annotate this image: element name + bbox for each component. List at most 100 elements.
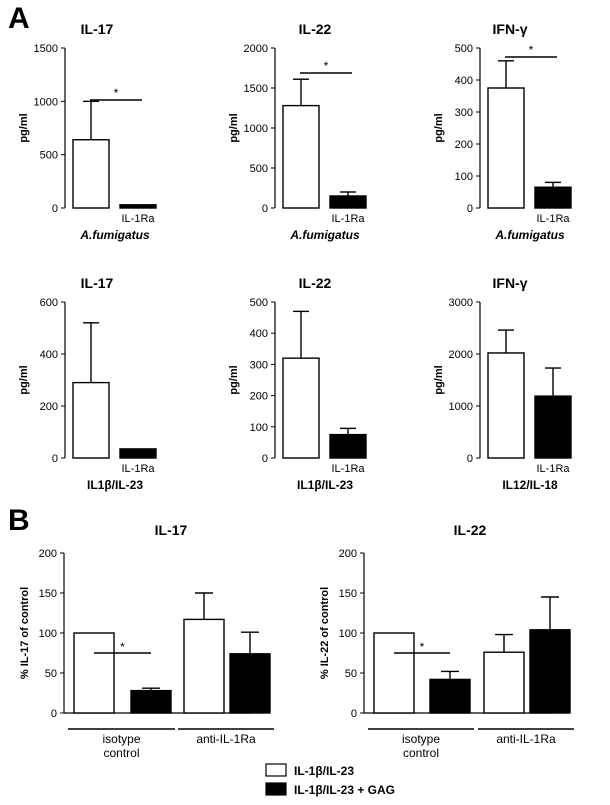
chart-3: IFN-γ 0 100 200 300 400 500 pg/ml IL-1Ra A.fumiga… (433, 21, 572, 242)
bar (72, 139, 110, 209)
legend-swatch-ctrl (265, 763, 287, 777)
y-axis-label: pg/ml (433, 365, 445, 394)
chart-1: IL-17 0 500 1000 1500 pg/ml IL-1Ra A.fumigatus * (18, 21, 157, 242)
y-axis-label: pg/ml (18, 365, 30, 394)
y-tick-label: 0 (351, 708, 357, 720)
x-tick-label: IL-1Ra (331, 463, 365, 475)
chart-7: IL-17 0 50 100 150 200 % IL-17 of control * isot… (19, 522, 274, 760)
y-tick-label: 1500 (34, 43, 58, 55)
x-tick-label: IL-1Ra (536, 213, 570, 225)
x-tick-label: IL-1Ra (121, 463, 155, 475)
x-group-label: IL12/IL-18 (502, 478, 558, 492)
y-tick-label: 100 (339, 628, 357, 640)
significance-star: * (324, 59, 329, 73)
y-tick-label: 300 (455, 107, 473, 119)
significance-star: * (114, 86, 119, 100)
y-tick-label: 0 (262, 203, 268, 215)
group-label: anti-IL-1Ra (496, 732, 556, 746)
y-tick-label: 500 (250, 297, 268, 309)
y-tick-label: 2000 (244, 43, 268, 55)
legend-label-ctrl: IL-1β/IL-23 (294, 764, 354, 778)
x-group-label: A.fumigatus (494, 228, 565, 242)
y-tick-label: 100 (455, 171, 473, 183)
y-tick-label: 1000 (34, 96, 58, 108)
bar (487, 352, 525, 459)
y-tick-label: 500 (40, 150, 58, 162)
bar (183, 618, 225, 714)
group-label: isotype (102, 732, 140, 746)
y-tick-label: 0 (52, 203, 58, 215)
y-tick-label: 3000 (449, 297, 473, 309)
bar (373, 632, 415, 714)
y-tick-label: 2000 (449, 349, 473, 361)
y-tick-label: 500 (250, 163, 268, 175)
bar (119, 204, 157, 209)
y-tick-label: 100 (250, 422, 268, 434)
y-tick-label: 200 (39, 548, 57, 560)
bar (483, 651, 525, 714)
x-tick-label: IL-1Ra (331, 213, 365, 225)
y-axis-label: pg/ml (228, 365, 240, 394)
y-tick-label: 50 (45, 668, 57, 680)
y-tick-label: 1000 (244, 123, 268, 135)
bar (329, 195, 367, 209)
y-tick-label: 0 (51, 708, 57, 720)
y-tick-label: 1000 (449, 401, 473, 413)
y-axis-label: pg/ml (433, 113, 445, 142)
y-tick-label: 200 (40, 401, 58, 413)
bar (329, 433, 367, 459)
panel-a-label: A (8, 2, 30, 35)
bar (487, 87, 525, 209)
x-group-label: IL1β/IL-23 (87, 478, 143, 492)
y-tick-label: 200 (455, 139, 473, 151)
x-group-label: A.fumigatus (289, 228, 360, 242)
legend-swatch-gag (265, 782, 287, 796)
bar (72, 381, 110, 459)
y-tick-label: 0 (467, 453, 473, 465)
chart-title: IL-17 (155, 522, 188, 538)
chart-title: IL-22 (299, 275, 332, 291)
y-tick-label: 150 (339, 588, 357, 600)
y-tick-label: 200 (250, 391, 268, 403)
chart-title: IL-17 (81, 275, 114, 291)
chart-6: IFN-γ 0 1000 2000 3000 pg/ml IL-1Ra IL12/IL-18 (433, 275, 572, 492)
chart-2: IL-22 0 500 1000 1500 2000 pg/ml IL-1Ra A.fumiga… (228, 21, 367, 242)
x-tick-label: IL-1Ra (536, 463, 570, 475)
legend-label-gag: IL-1β/IL-23 + GAG (294, 783, 395, 797)
y-tick-label: 0 (52, 453, 58, 465)
y-tick-label: 600 (40, 297, 58, 309)
x-tick-label: IL-1Ra (121, 213, 155, 225)
x-group-label: IL1β/IL-23 (297, 478, 353, 492)
bar (119, 448, 157, 459)
bar (130, 689, 172, 714)
bar (429, 678, 471, 714)
chart-8: IL-22 0 50 100 150 200 % IL-22 of control * isot… (319, 522, 574, 760)
y-axis-label: % IL-22 of control (319, 587, 331, 679)
y-tick-label: 100 (39, 628, 57, 640)
panel-b-label: B (8, 504, 30, 537)
bar (534, 395, 572, 459)
chart-4: IL-17 0 200 400 600 pg/ml IL-1Ra IL1β/IL-23 (18, 275, 157, 492)
x-group-label: A.fumigatus (79, 228, 150, 242)
group-label: control (103, 746, 139, 760)
y-tick-label: 400 (250, 328, 268, 340)
bar (73, 632, 115, 714)
y-tick-label: 400 (455, 75, 473, 87)
chart-title: IL-22 (299, 21, 332, 37)
y-axis-label: % IL-17 of control (19, 587, 31, 679)
bar (282, 357, 320, 459)
y-tick-label: 400 (40, 349, 58, 361)
bar (529, 629, 571, 714)
chart-5: IL-22 0 100 200 300 400 500 pg/ml IL-1Ra IL1β/IL-… (228, 275, 367, 492)
bar (282, 104, 320, 209)
y-tick-label: 200 (339, 548, 357, 560)
chart-title: IFN-γ (493, 275, 528, 291)
y-tick-label: 50 (345, 668, 357, 680)
significance-star: * (420, 640, 425, 654)
y-tick-label: 0 (262, 453, 268, 465)
bar (229, 653, 271, 714)
chart-title: IFN-γ (493, 21, 528, 37)
group-label: control (403, 746, 439, 760)
